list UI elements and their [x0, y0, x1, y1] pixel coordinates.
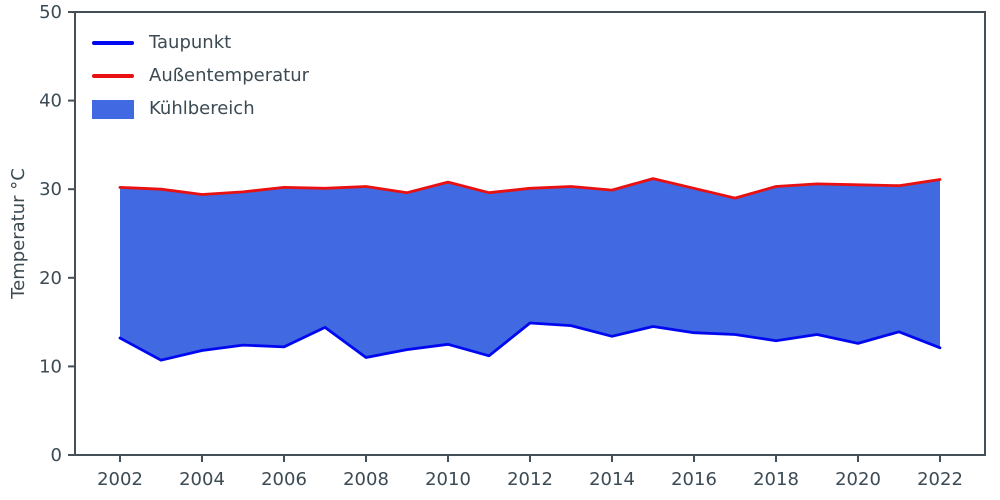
x-tick-label: 2014 [589, 469, 635, 490]
taupunkt-line-swatch [92, 41, 134, 45]
legend-label-kuehlbereich: Kühlbereich [149, 98, 255, 119]
x-tick-label: 2004 [179, 469, 225, 490]
x-tick-label: 2002 [97, 469, 143, 490]
legend: Taupunkt Außentemperatur Kühlbereich [92, 32, 309, 120]
y-tick-label: 50 [39, 2, 62, 23]
x-tick-label: 2020 [835, 469, 881, 490]
y-tick-label: 0 [51, 445, 62, 466]
y-tick-label: 30 [39, 179, 62, 200]
x-tick-label: 2008 [343, 469, 389, 490]
series-line-1 [118, 177, 942, 200]
legend-label-taupunkt: Taupunkt [149, 32, 232, 53]
legend-item-taupunkt: Taupunkt [92, 32, 309, 54]
x-tick-label: 2018 [753, 469, 799, 490]
aussentemperatur-line-swatch [92, 74, 134, 78]
x-tick-label: 2012 [507, 469, 553, 490]
kuehlbereich-fill-swatch [92, 99, 134, 119]
x-tick-label: 2016 [671, 469, 717, 490]
legend-item-aussentemperatur: Außentemperatur [92, 65, 309, 87]
series-line-0 [118, 321, 942, 362]
y-tick-label: 10 [39, 356, 62, 377]
legend-label-aussentemperatur: Außentemperatur [149, 65, 310, 86]
legend-item-kuehlbereich: Kühlbereich [92, 98, 309, 120]
cooling-area [120, 178, 940, 361]
x-tick-label: 2022 [917, 469, 963, 490]
x-tick-label: 2010 [425, 469, 471, 490]
y-tick-label: 40 [39, 91, 62, 112]
x-tick-label: 2006 [261, 469, 307, 490]
y-axis-label: Temperatur °C [8, 168, 29, 300]
y-tick-label: 20 [39, 268, 62, 289]
